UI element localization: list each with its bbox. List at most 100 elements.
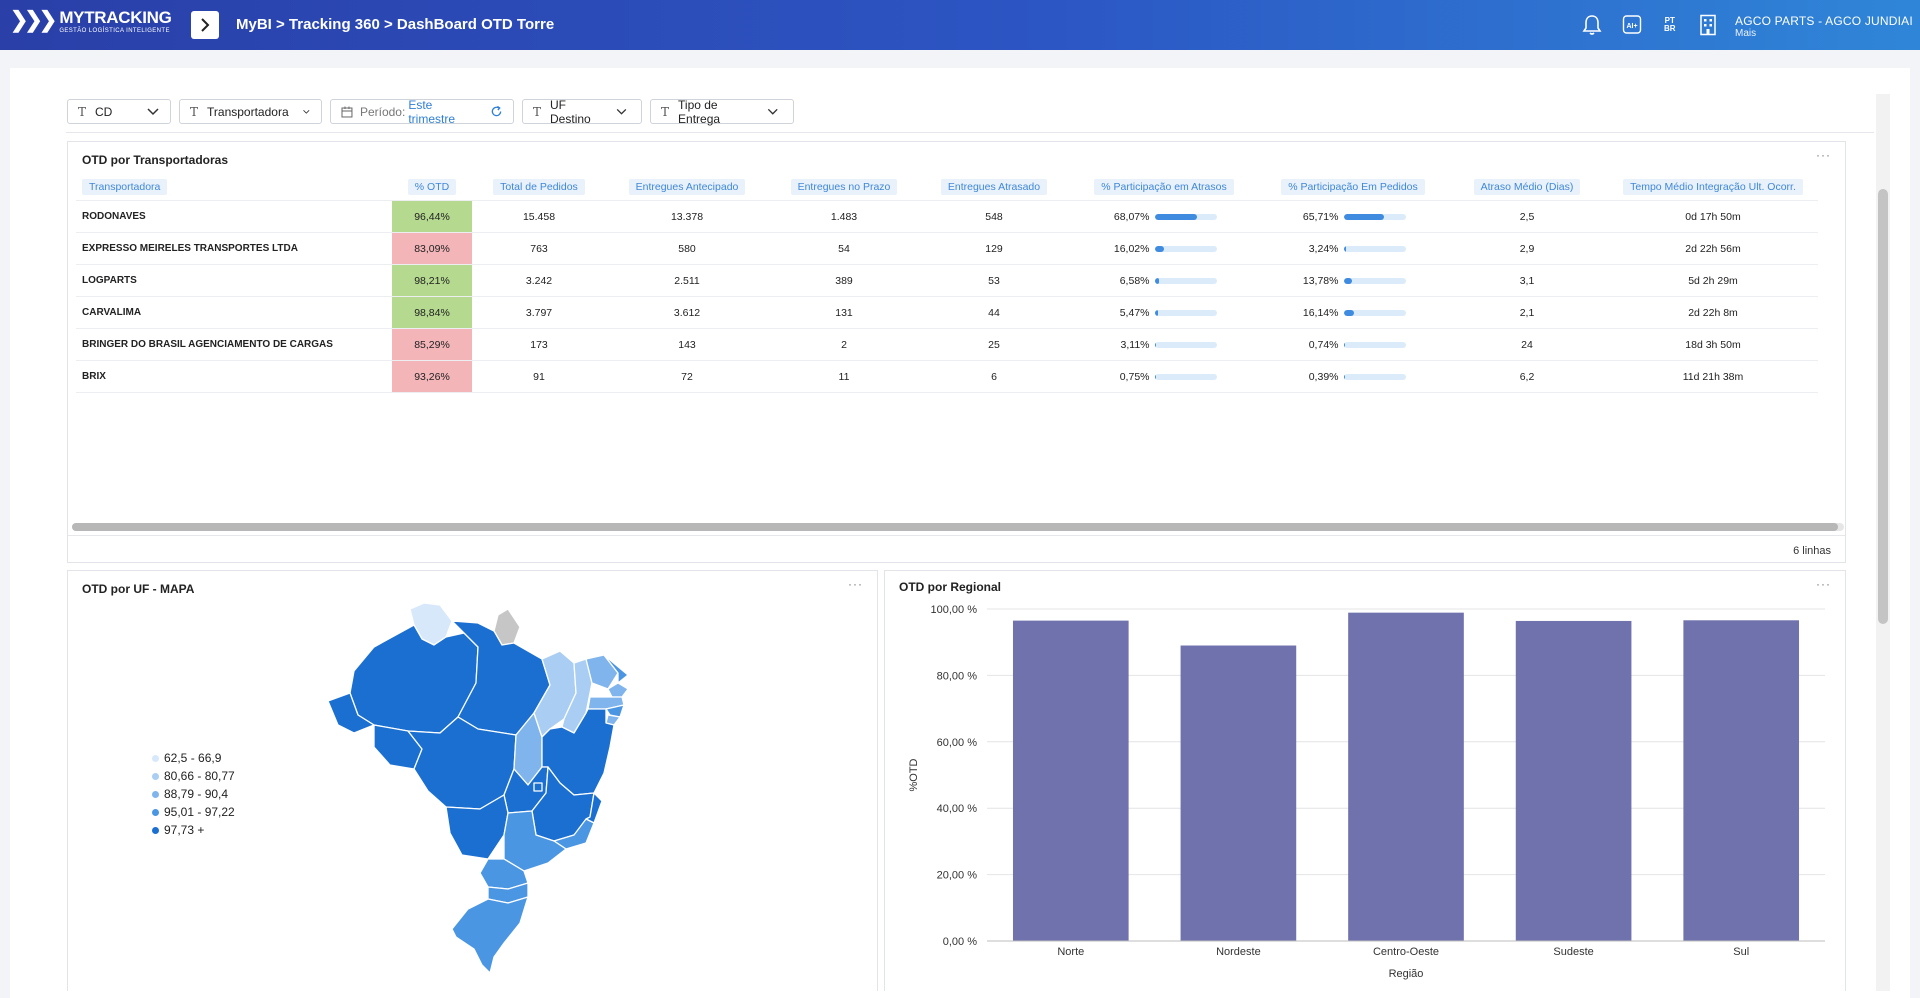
bar[interactable] (1180, 645, 1297, 941)
table-header-row: Transportadora % OTD Total de Pedidos En… (76, 174, 1818, 201)
x-axis-label: Região (1389, 968, 1424, 980)
cell-transportadora: BRIX (76, 360, 392, 393)
cell-participacao-atrasos: 0,75% (1068, 360, 1260, 393)
column-header[interactable]: Tempo Médio Integração Ult. Ocorr. (1608, 174, 1818, 201)
cell-entregues-atrasado: 6 (920, 360, 1068, 393)
horizontal-scrollbar[interactable] (72, 523, 1844, 531)
organization-selector[interactable]: AGCO PARTS - AGCO JUNDIAI Mais (1735, 14, 1913, 39)
filter-periodo-label: Período: (359, 104, 406, 119)
column-header[interactable]: % OTD (392, 174, 472, 201)
app-logo[interactable]: ❯❯❯ MYTRACKING GESTÃO LOGÍSTICA INTELIGE… (10, 7, 172, 35)
chevron-right-icon (201, 18, 210, 32)
ai-assistant-icon[interactable]: AI+ (1622, 14, 1644, 36)
bar[interactable] (1515, 620, 1632, 941)
column-header[interactable]: Total de Pedidos (472, 174, 606, 201)
cell-total-pedidos: 763 (472, 232, 606, 265)
map-region-df[interactable] (533, 782, 543, 792)
percent-bar (1154, 213, 1217, 220)
brazil-choropleth-map[interactable] (328, 597, 628, 992)
expand-menu-button[interactable] (191, 11, 219, 39)
scrollbar-thumb[interactable] (72, 523, 1838, 531)
column-header[interactable]: % Participação Em Pedidos (1260, 174, 1446, 201)
panel-more-options-button[interactable]: ··· (1816, 577, 1831, 591)
table-row[interactable]: LOGPARTS 98,21% 3.242 2.511 389 53 6,58% 13,78%… (76, 264, 1818, 297)
map-region-rs[interactable] (451, 896, 529, 974)
bell-icon[interactable] (1582, 14, 1602, 36)
building-icon[interactable] (1699, 14, 1717, 36)
table-row[interactable]: RODONAVES 96,44% 15.458 13.378 1.483 548 68,07… (76, 200, 1818, 233)
chevron-down-icon (147, 107, 159, 115)
cell-otd: 93,26% (392, 360, 472, 393)
filter-cd[interactable]: T CD (67, 99, 171, 124)
cell-atraso-medio: 6,2 (1446, 360, 1608, 393)
panel-more-options-button[interactable]: ··· (848, 577, 863, 591)
filter-divider (66, 132, 1874, 133)
cell-tempo-medio: 2d 22h 8m (1608, 296, 1818, 329)
bar[interactable] (1683, 620, 1800, 941)
bar[interactable] (1012, 620, 1129, 941)
region-code: BR (1664, 24, 1676, 33)
column-header-label: Entregues no Prazo (790, 179, 898, 195)
legend-item: 95,01 - 97,22 (152, 803, 235, 821)
column-header[interactable]: Transportadora (76, 174, 392, 201)
cell-atraso-medio: 2,5 (1446, 200, 1608, 233)
otd-regional-panel: OTD por Regional ··· 0,00 % 20,00 % 40,00 … (884, 570, 1846, 991)
filter-transportadora[interactable]: T Transportadora (179, 99, 322, 124)
cell-entregues-antecipado: 143 (606, 328, 768, 361)
table-row[interactable]: BRINGER DO BRASIL AGENCIAMENTO DE CARGAS… (76, 328, 1818, 361)
cell-entregues-prazo: 11 (768, 360, 920, 393)
percent-value: 0,75% (1119, 370, 1150, 383)
percent-value: 16,02% (1113, 242, 1150, 255)
cell-total-pedidos: 173 (472, 328, 606, 361)
filter-uf-destino-label: UF Destino (550, 97, 591, 126)
cell-participacao-atrasos: 16,02% (1068, 232, 1260, 265)
column-header[interactable]: Entregues Antecipado (606, 174, 768, 201)
panel-more-options-button[interactable]: ··· (1816, 148, 1831, 162)
cell-total-pedidos: 3.797 (472, 296, 606, 329)
cell-tempo-medio: 2d 22h 56m (1608, 232, 1818, 265)
legend-swatch (152, 790, 159, 798)
percent-bar-fill (1343, 245, 1346, 252)
logo-chevrons-icon: ❯❯❯ (10, 7, 57, 32)
legend-item: 88,79 - 90,4 (152, 785, 235, 803)
cell-atraso-medio: 2,9 (1446, 232, 1608, 265)
cell-entregues-atrasado: 548 (920, 200, 1068, 233)
vertical-scrollbar[interactable] (1876, 94, 1890, 991)
percent-bar (1343, 341, 1406, 348)
language-selector[interactable]: PT BR (1664, 17, 1676, 33)
filter-uf-destino[interactable]: T UF Destino (522, 97, 642, 126)
refresh-icon[interactable] (490, 105, 503, 118)
filter-transportadora-label: Transportadora (207, 104, 289, 119)
otd-regional-bar-chart: 0,00 % 20,00 % 40,00 % 60,00 % 80,00 % 100,00… (908, 604, 1825, 980)
scrollbar-thumb[interactable] (1878, 189, 1888, 624)
table-row[interactable]: EXPRESSO MEIRELES TRANSPORTES LTDA 83,09%… (76, 232, 1818, 265)
percent-bar (1154, 341, 1217, 348)
filter-periodo[interactable]: Período: Este trimestre (330, 98, 514, 126)
cell-participacao-atrasos: 5,47% (1068, 296, 1260, 329)
column-header[interactable]: % Participação em Atrasos (1068, 174, 1260, 201)
table-row[interactable]: BRIX 93,26% 91 72 11 6 0,75% 0,39% 6,2 11d 21h 38… (76, 360, 1818, 393)
column-header[interactable]: Entregues Atrasado (920, 174, 1068, 201)
percent-bar (1343, 309, 1406, 316)
cell-transportadora: BRINGER DO BRASIL AGENCIAMENTO DE CARGAS (76, 328, 392, 361)
legend-item: 80,66 - 80,77 (152, 767, 235, 785)
table-row[interactable]: CARVALIMA 98,84% 3.797 3.612 131 44 5,47% 16,14… (76, 296, 1818, 329)
percent-bar-fill (1154, 373, 1156, 380)
organization-more[interactable]: Mais (1735, 28, 1757, 39)
legend-label: 95,01 - 97,22 (164, 805, 235, 819)
y-axis-label: %OTD (908, 758, 920, 791)
column-header-label: % OTD (407, 179, 457, 195)
column-header-label: Tempo Médio Integração Ult. Ocorr. (1623, 179, 1803, 195)
bar[interactable] (1348, 612, 1464, 941)
column-header[interactable]: Atraso Médio (Dias) (1446, 174, 1608, 201)
percent-value: 68,07% (1113, 210, 1150, 223)
y-tick-label: 20,00 % (937, 870, 978, 882)
column-header[interactable]: Entregues no Prazo (768, 174, 920, 201)
map-region-pb[interactable] (607, 682, 628, 698)
percent-bar (1154, 245, 1217, 252)
filter-tipo-entrega[interactable]: T Tipo de Entrega (650, 98, 794, 126)
legend-label: 88,79 - 90,4 (164, 787, 229, 801)
logo-name: MYTRACKING (59, 8, 172, 27)
cell-entregues-antecipado: 580 (606, 232, 768, 265)
percent-bar-fill (1343, 213, 1385, 220)
